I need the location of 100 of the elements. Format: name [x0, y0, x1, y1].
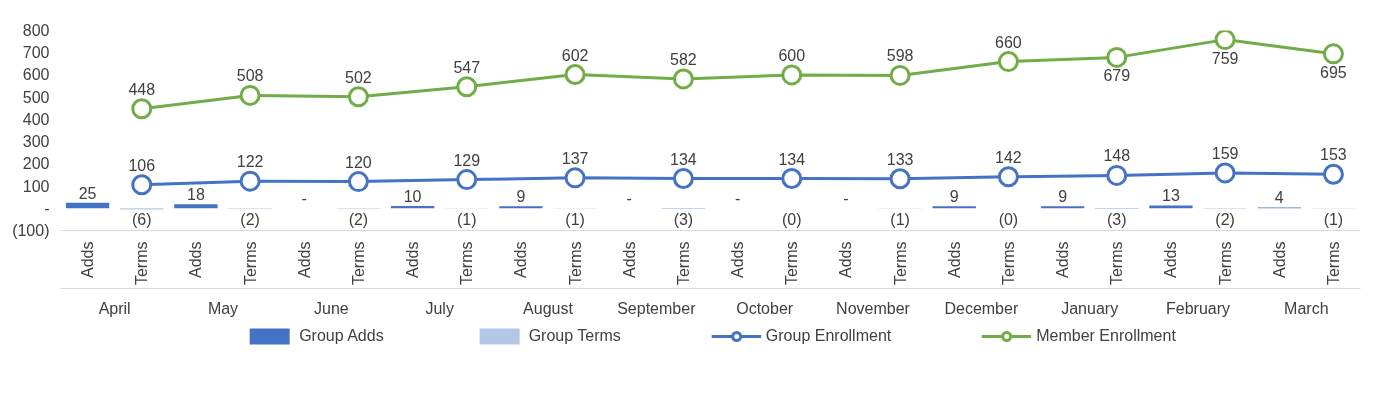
data-label: -: [843, 190, 849, 208]
data-label: (3): [673, 211, 694, 229]
text: October: [736, 299, 794, 317]
data-label: 153: [1320, 146, 1347, 164]
point: [889, 64, 911, 86]
data-label: 582: [670, 50, 697, 68]
text: June: [313, 299, 349, 317]
x-tick-label: Adds: [945, 241, 963, 278]
x-tick-label: Terms: [783, 241, 801, 286]
data-label: 159: [1211, 144, 1239, 162]
point: [131, 174, 153, 196]
x-tick-label: Adds: [837, 241, 855, 278]
data-label: 129: [453, 151, 481, 169]
data-label: 448: [128, 80, 156, 98]
legend-label: Group Enrollment: [765, 327, 892, 345]
point: [564, 64, 586, 85]
point: [1322, 43, 1344, 65]
x-tick-label: Terms: [999, 241, 1017, 286]
data-label: 600: [778, 46, 806, 64]
y-tick-label: 400: [22, 110, 50, 128]
data-label: 122: [236, 153, 264, 171]
data-label: 508: [236, 67, 264, 85]
data-label: (1): [456, 211, 477, 229]
data-label: 137: [561, 149, 589, 167]
x-tick-label: Terms: [349, 241, 367, 286]
point: [456, 169, 478, 191]
data-label: 25: [78, 184, 97, 202]
x-tick-label: Adds: [512, 241, 530, 278]
data-label: 660: [995, 33, 1022, 51]
data-label: 4: [1274, 189, 1284, 207]
text: January: [1061, 299, 1119, 317]
data-label: 547: [453, 58, 481, 76]
data-label: 602: [561, 46, 589, 64]
data-label: -: [301, 190, 307, 208]
data-label: 134: [670, 150, 697, 168]
point: [456, 76, 478, 98]
point: [672, 68, 694, 90]
point: [239, 170, 261, 192]
point: [347, 86, 369, 108]
data-label: 9: [1058, 188, 1068, 206]
data-label: (2): [1215, 211, 1235, 229]
y-tick-label: 300: [22, 133, 50, 151]
y-tick-label: 100: [22, 177, 50, 195]
x-tick-label: Terms: [566, 241, 584, 286]
x-tick-label: Adds: [295, 241, 313, 278]
text: September: [617, 299, 697, 317]
text: February: [1165, 299, 1231, 317]
x-tick-label: Adds: [620, 241, 638, 278]
x-tick-label: Terms: [1108, 241, 1126, 286]
data-label: (0): [781, 211, 802, 229]
data-label: 13: [1162, 187, 1180, 205]
data-label: 695: [1320, 63, 1347, 81]
point: [1214, 162, 1236, 184]
data-label: 142: [995, 148, 1022, 166]
point: [347, 171, 369, 193]
point: [1214, 30, 1236, 51]
data-label: (1): [565, 211, 585, 229]
point: [131, 98, 153, 120]
y-tick-label: 200: [22, 155, 50, 173]
data-label: -: [734, 190, 741, 208]
point: [997, 51, 1019, 73]
y-tick-label: 500: [22, 88, 50, 106]
x-tick-label: Terms: [241, 241, 259, 286]
x-tick-label: Terms: [1324, 241, 1342, 286]
x-tick-label: Adds: [404, 241, 422, 278]
data-label: (6): [131, 211, 152, 229]
data-label: (2): [240, 211, 260, 229]
data-label: 120: [345, 153, 372, 171]
data-label: 9: [949, 188, 959, 206]
text: March: [1284, 299, 1329, 317]
point: [997, 166, 1019, 188]
x-tick-label: Adds: [187, 241, 205, 278]
data-label: 679: [1103, 67, 1131, 85]
x-tick-label: Adds: [1270, 241, 1288, 278]
text: July: [425, 299, 454, 317]
legend-label: Member Enrollment: [1036, 327, 1176, 345]
data-label: 9: [516, 188, 526, 206]
point: [239, 84, 261, 106]
text: December: [944, 299, 1019, 317]
data-label: 598: [886, 47, 914, 65]
point: [1322, 163, 1344, 185]
legend-label: Group Terms: [528, 327, 621, 345]
data-label: (3): [1106, 211, 1127, 229]
y-tick-label: 600: [22, 66, 50, 84]
text: August: [523, 299, 574, 317]
point: [672, 168, 694, 189]
data-label: (0): [998, 211, 1019, 229]
data-label: 502: [345, 68, 372, 86]
text: May: [207, 299, 239, 317]
point: [564, 167, 586, 189]
data-label: 134: [778, 150, 806, 168]
data-label: (2): [348, 211, 369, 229]
data-label: 18: [187, 186, 205, 204]
y-tick-label: -: [44, 199, 50, 217]
point: [889, 168, 911, 190]
text: April: [98, 299, 131, 317]
point: [781, 64, 803, 86]
data-label: 106: [128, 156, 156, 174]
point: [781, 168, 803, 189]
x-tick-label: Adds: [1054, 241, 1072, 278]
